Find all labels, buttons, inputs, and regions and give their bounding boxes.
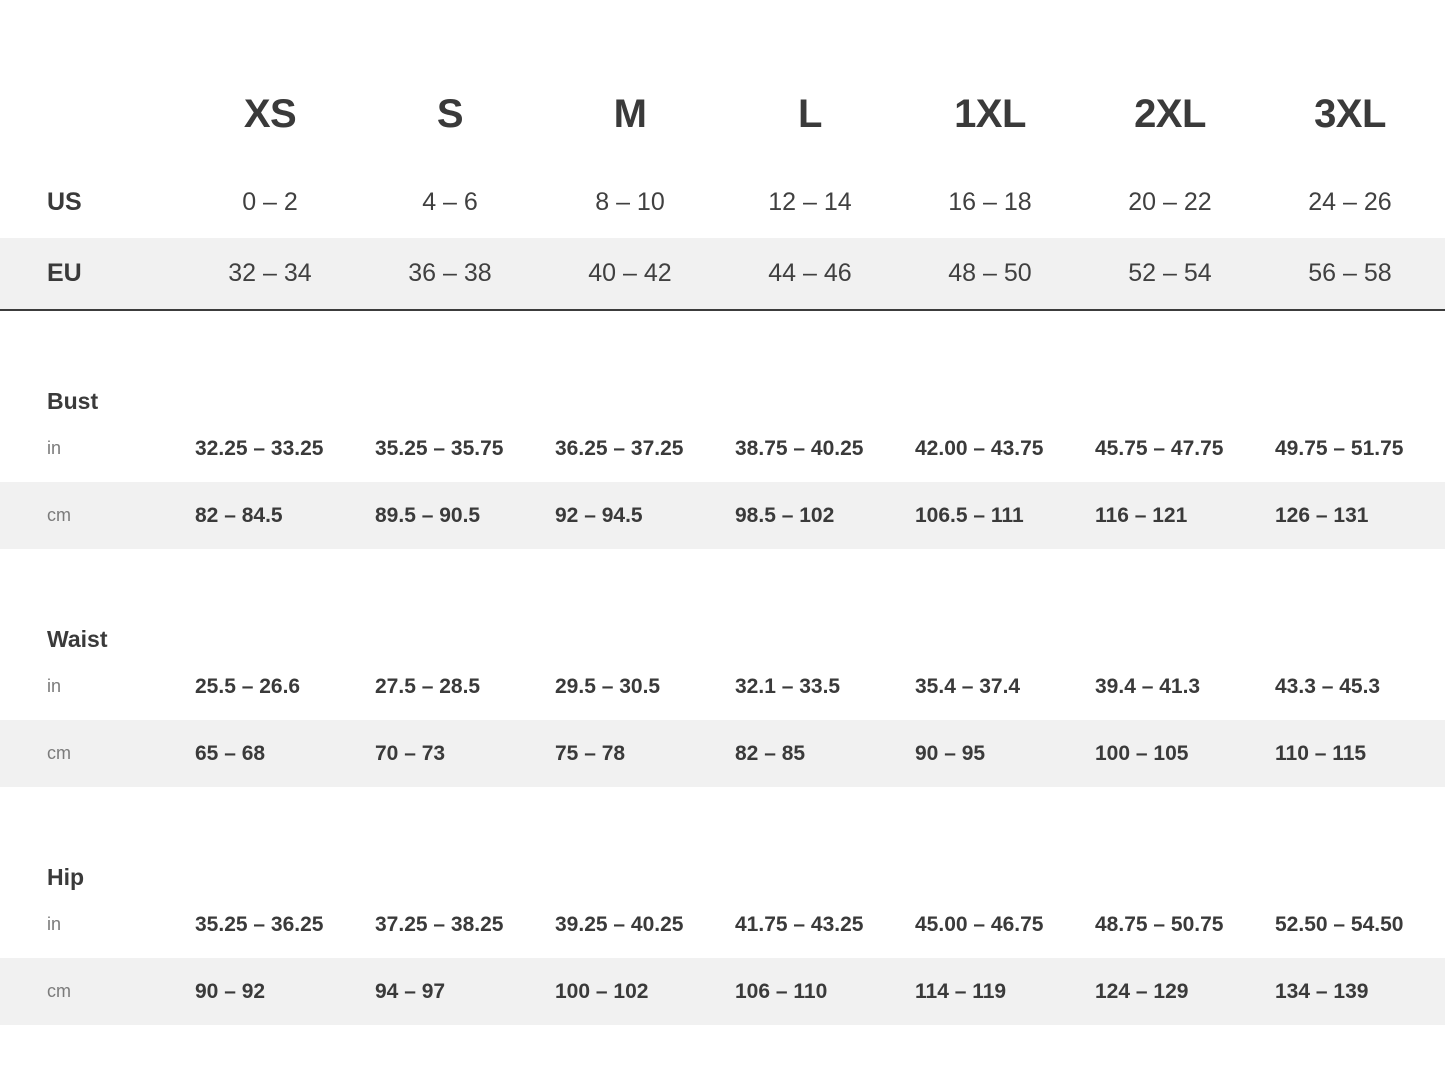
size-header-l: L [798,92,822,136]
waist-in-2xl: 39.4 – 41.3 [1095,674,1201,698]
conversion-row-us: US 0 – 2 4 – 6 8 – 10 12 – 14 16 – 18 20… [0,167,1445,238]
bust-cm-3xl: 126 – 131 [1275,503,1369,527]
section-header-bust: Bust [0,351,1445,415]
size-header-3xl: 3XL [1314,92,1386,136]
eu-s: 36 – 38 [408,259,492,287]
bust-in-s: 35.25 – 35.75 [375,436,504,460]
bust-unit-cm: cm [47,505,71,525]
eu-xs: 32 – 34 [228,259,312,287]
waist-row-in: in 25.5 – 26.6 27.5 – 28.5 29.5 – 30.5 3… [0,653,1445,720]
hip-in-2xl: 48.75 – 50.75 [1095,912,1224,936]
waist-unit-cm: cm [47,743,71,763]
size-header-2xl: 2XL [1134,92,1206,136]
section-spacer-waist [0,549,1445,589]
eu-m: 40 – 42 [588,259,672,287]
size-header-1xl: 1XL [954,92,1026,136]
hip-unit-cm: cm [47,981,71,1001]
waist-in-xs: 25.5 – 26.6 [195,674,301,698]
conversion-label-eu: EU [47,259,82,287]
hip-cm-s: 94 – 97 [375,979,446,1003]
waist-cm-1xl: 90 – 95 [915,741,986,765]
hip-cm-3xl: 134 – 139 [1275,979,1369,1003]
hip-cm-l: 106 – 110 [735,979,828,1003]
section-spacer-bust [0,311,1445,351]
eu-1xl: 48 – 50 [948,259,1032,287]
section-title-waist: Waist [47,626,108,652]
hip-in-l: 41.75 – 43.25 [735,912,864,936]
waist-in-s: 27.5 – 28.5 [375,674,481,698]
bust-cm-1xl: 106.5 – 111 [915,503,1024,527]
waist-cm-2xl: 100 – 105 [1095,741,1189,765]
section-header-waist: Waist [0,589,1445,653]
header-divider [0,309,1445,311]
bust-in-3xl: 49.75 – 51.75 [1275,436,1404,460]
section-spacer-hip [0,787,1445,827]
waist-in-m: 29.5 – 30.5 [555,674,661,698]
bust-cm-l: 98.5 – 102 [735,503,835,527]
us-1xl: 16 – 18 [948,188,1032,216]
size-header-s: S [436,92,464,136]
section-header-hip: Hip [0,827,1445,891]
waist-cm-m: 75 – 78 [555,741,626,765]
bust-in-l: 38.75 – 40.25 [735,436,864,460]
size-header-row: XS S M L 1XL 2XL 3XL [0,62,1445,167]
eu-3xl: 56 – 58 [1308,259,1392,287]
bust-in-2xl: 45.75 – 47.75 [1095,436,1224,460]
hip-in-1xl: 45.00 – 46.75 [915,912,1044,936]
bust-in-xs: 32.25 – 33.25 [195,436,324,460]
conversion-label-us: US [47,188,82,216]
bust-row-in: in 32.25 – 33.25 35.25 – 35.75 36.25 – 3… [0,415,1445,482]
hip-in-m: 39.25 – 40.25 [555,912,684,936]
bust-cm-s: 89.5 – 90.5 [375,503,481,527]
waist-cm-xs: 65 – 68 [195,741,266,765]
size-header-m: M [613,92,647,136]
hip-in-xs: 35.25 – 36.25 [195,912,324,936]
us-l: 12 – 14 [768,188,852,216]
waist-cm-l: 82 – 85 [735,741,806,765]
bust-cm-m: 92 – 94.5 [555,503,643,527]
us-2xl: 20 – 22 [1128,188,1212,216]
bust-cm-xs: 82 – 84.5 [195,503,283,527]
section-title-bust: Bust [47,388,99,414]
eu-l: 44 – 46 [768,259,852,287]
us-3xl: 24 – 26 [1308,188,1392,216]
us-s: 4 – 6 [422,188,478,216]
hip-unit-in: in [47,914,62,934]
top-spacer [0,0,1445,62]
hip-cm-m: 100 – 102 [555,979,649,1003]
conversion-row-eu: EU 32 – 34 36 – 38 40 – 42 44 – 46 48 – … [0,238,1445,309]
section-title-hip: Hip [47,864,85,890]
size-header-xs: XS [243,92,297,136]
bust-cm-2xl: 116 – 121 [1095,503,1188,527]
waist-cm-s: 70 – 73 [375,741,446,765]
hip-cm-2xl: 124 – 129 [1095,979,1189,1003]
waist-in-1xl: 35.4 – 37.4 [915,674,1021,698]
waist-cm-3xl: 110 – 115 [1275,741,1367,765]
hip-cm-1xl: 114 – 119 [915,979,1007,1003]
eu-2xl: 52 – 54 [1128,259,1212,287]
bust-in-1xl: 42.00 – 43.75 [915,436,1044,460]
bust-in-m: 36.25 – 37.25 [555,436,684,460]
waist-unit-in: in [47,676,62,696]
bust-unit-in: in [47,438,62,458]
hip-cm-xs: 90 – 92 [195,979,266,1003]
waist-in-l: 32.1 – 33.5 [735,674,841,698]
hip-row-cm: cm 90 – 92 94 – 97 100 – 102 106 – 110 1… [0,958,1445,1025]
hip-in-s: 37.25 – 38.25 [375,912,504,936]
bust-row-cm: cm 82 – 84.5 89.5 – 90.5 92 – 94.5 98.5 … [0,482,1445,549]
waist-row-cm: cm 65 – 68 70 – 73 75 – 78 82 – 85 90 – … [0,720,1445,787]
waist-in-3xl: 43.3 – 45.3 [1275,674,1381,698]
us-m: 8 – 10 [595,188,665,216]
hip-row-in: in 35.25 – 36.25 37.25 – 38.25 39.25 – 4… [0,891,1445,958]
hip-in-3xl: 52.50 – 54.50 [1275,912,1404,936]
us-xs: 0 – 2 [242,188,298,216]
